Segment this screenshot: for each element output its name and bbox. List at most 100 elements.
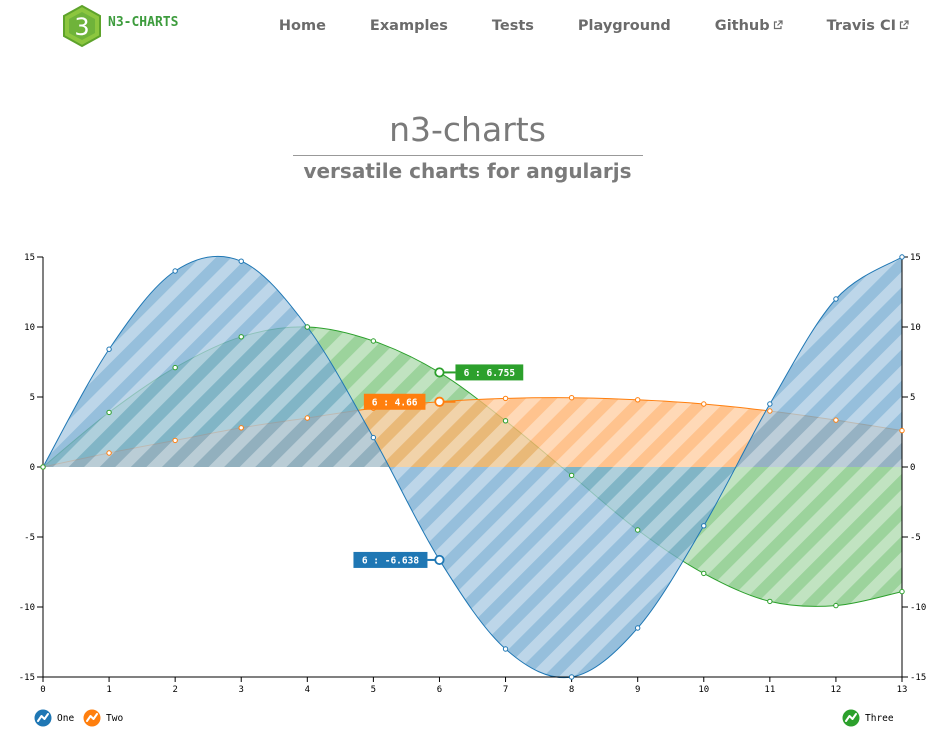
nav-travis-ci[interactable]: Travis CI	[827, 18, 909, 34]
nav-tests-label: Tests	[491, 18, 534, 34]
data-point-one	[899, 254, 905, 260]
data-point-two	[502, 395, 509, 402]
y-tick-label-left: -15	[19, 673, 35, 683]
brand-name: N3-CHARTS	[108, 14, 179, 30]
data-point-one	[370, 434, 377, 441]
series-areas	[42, 255, 903, 679]
x-tick-label: 2	[172, 685, 177, 695]
x-tick-label: 9	[635, 685, 640, 695]
data-point-two	[238, 425, 244, 431]
data-point-two	[833, 417, 839, 423]
y-tick-label-left: -10	[19, 603, 35, 613]
external-link-icon	[899, 20, 909, 30]
x-tick-label: 7	[503, 685, 508, 695]
data-point-three	[370, 338, 377, 344]
tooltip-text: 6 : 6.755	[464, 368, 516, 379]
data-point-one	[172, 268, 178, 274]
x-tick-label: 6	[437, 685, 442, 695]
legend-label: Three	[865, 713, 894, 724]
data-point-three	[701, 570, 707, 577]
x-tick-label: 11	[764, 685, 775, 695]
x-tick-label: 4	[305, 685, 310, 695]
data-point-two	[767, 408, 773, 414]
page-title: n3-charts	[389, 110, 546, 149]
legend: One Two Three	[34, 709, 894, 727]
nav-tests[interactable]: Tests	[492, 18, 534, 34]
tooltip-two: 6 : 4.66	[363, 393, 456, 410]
nav-playground-label: Playground	[577, 18, 671, 34]
legend-item-one[interactable]: One	[34, 709, 75, 727]
legend-item-two[interactable]: Two	[83, 709, 124, 727]
x-tick-label: 3	[239, 685, 244, 695]
legend-label: One	[57, 713, 74, 724]
data-point-three	[568, 472, 575, 479]
data-point-one	[106, 346, 112, 352]
data-point-one	[634, 625, 641, 631]
data-point-two	[701, 401, 707, 407]
brand-logo-icon: 3	[63, 4, 101, 48]
brand-link[interactable]: 3 N3-CHARTS	[60, 4, 178, 48]
y-tick-label-right: -10	[910, 603, 926, 613]
external-link-icon	[773, 20, 783, 30]
data-point-two	[172, 437, 178, 444]
y-tick-label-right: -15	[910, 673, 926, 683]
y-tick-label-right: 5	[910, 393, 915, 403]
data-point-two	[568, 395, 575, 401]
nav-github-label: Github	[714, 18, 770, 34]
data-point-one	[701, 523, 707, 529]
x-tick-label: 1	[106, 685, 111, 695]
y-tick-label-left: 10	[24, 323, 35, 333]
y-tick-label-right: -5	[910, 533, 921, 543]
x-tick-label: 8	[569, 685, 574, 695]
data-point-three	[833, 602, 839, 609]
data-point-three	[634, 527, 641, 533]
nav-home-label: Home	[278, 18, 326, 34]
data-point-two	[304, 415, 311, 421]
nav-github[interactable]: Github	[715, 18, 783, 34]
tooltip-text: 6 : -6.638	[362, 555, 419, 566]
nav-playground[interactable]: Playground	[578, 18, 671, 34]
legend-line-glyph	[86, 713, 98, 722]
x-tick-label: 13	[897, 685, 908, 695]
data-point-three	[502, 418, 509, 424]
tooltip-text: 6 : 4.66	[372, 397, 418, 408]
data-point-two	[634, 397, 641, 403]
x-tick-label: 12	[831, 685, 842, 695]
data-point-two	[899, 427, 905, 434]
series-area-one	[43, 256, 902, 678]
y-tick-label-left: 5	[30, 393, 35, 403]
data-point-three	[106, 409, 112, 416]
x-tick-label: 5	[371, 685, 376, 695]
y-tick-label-right: 15	[910, 253, 921, 263]
legend-line-glyph	[845, 713, 857, 722]
legend-item-three[interactable]: Three	[842, 709, 894, 727]
data-point-one	[502, 646, 509, 652]
nav-home[interactable]: Home	[279, 18, 326, 34]
tooltip-marker	[434, 367, 445, 378]
nav-examples[interactable]: Examples	[370, 18, 448, 34]
y-tick-label-left: -5	[24, 533, 35, 543]
y-tick-label-left: 15	[24, 253, 35, 263]
data-point-three	[899, 588, 905, 595]
data-points	[40, 254, 905, 680]
tooltips: 6 : 6.755 6 : 4.66 6 : -6.638	[353, 364, 524, 568]
tooltip-box	[455, 364, 524, 381]
legend-label: Two	[106, 713, 123, 724]
data-point-three	[172, 364, 178, 371]
tooltip-marker	[434, 396, 445, 407]
data-point-three	[40, 464, 46, 470]
data-point-one	[238, 258, 244, 264]
y-tick-label-left: 0	[30, 463, 35, 473]
data-point-one	[833, 296, 839, 302]
brand-logo-glyph: 3	[74, 13, 89, 41]
data-point-three	[767, 598, 773, 605]
navbar: 3 N3-CHARTS Home Examples Tests Playgrou…	[0, 0, 935, 52]
x-tick-label: 10	[698, 685, 709, 695]
data-point-three	[238, 334, 244, 340]
x-tick-label: 0	[40, 685, 45, 695]
nav-menu: Home Examples Tests Playground Github Tr…	[279, 0, 909, 52]
data-point-one	[568, 674, 575, 680]
tooltip-marker	[434, 554, 445, 566]
